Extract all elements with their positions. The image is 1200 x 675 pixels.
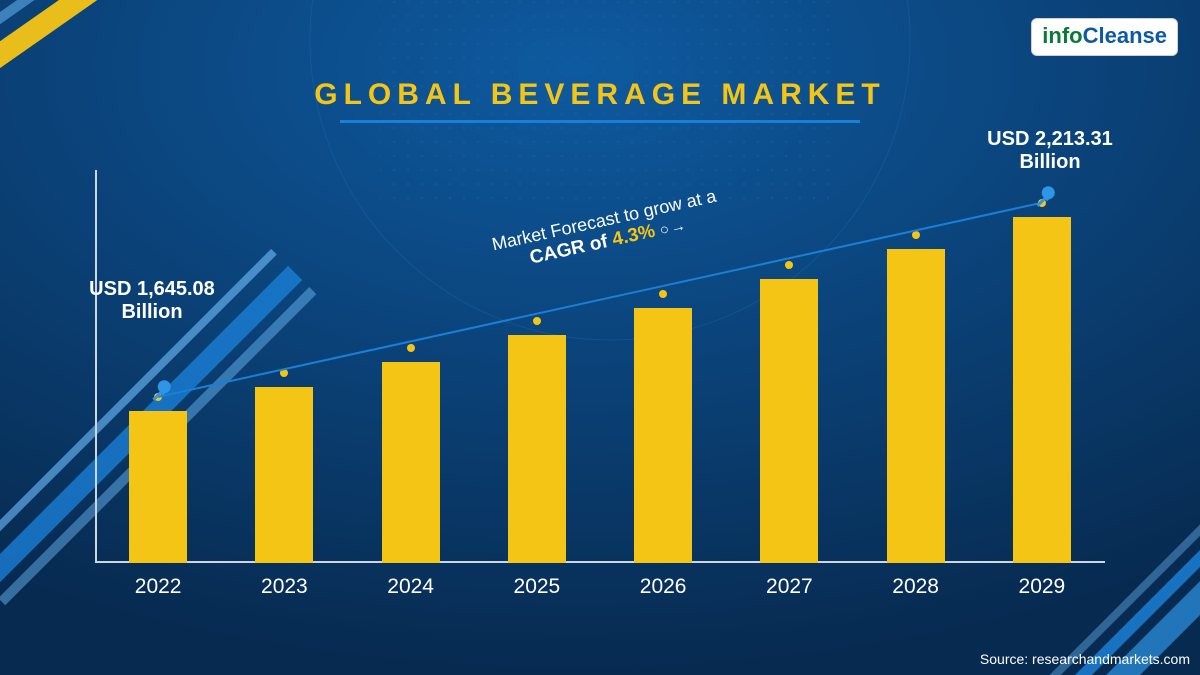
data-point-dot [407,344,415,352]
pushpin-end-icon [1032,183,1058,209]
bar-slot [979,170,1105,563]
logo-text-part2: Cleanse [1083,23,1167,48]
infographic-canvas: infoCleanse GLOBAL BEVERAGE MARKET USD 1… [0,0,1200,675]
x-axis-label: 2028 [853,563,979,605]
bar-slot [726,170,852,563]
x-axis-label: 2022 [95,563,221,605]
start-value-callout: USD 1,645.08 Billion [67,278,237,324]
source-attribution: Source: researchandmarkets.com [980,651,1190,667]
x-axis-label: 2023 [221,563,347,605]
bar [508,335,566,563]
bar [1013,217,1071,563]
bar [129,411,187,563]
cagr-arrow-icon: ○→ [658,216,689,239]
end-value-line1: USD 2,213.31 [965,128,1135,151]
plot-area: USD 1,645.08 Billion USD 2,213.31 Billio… [95,170,1105,563]
data-point-dot [659,290,667,298]
bar [634,308,692,563]
bar [760,279,818,563]
data-point-dot [912,231,920,239]
brand-logo: infoCleanse [1031,18,1178,56]
x-axis-label: 2025 [474,563,600,605]
bar [382,362,440,563]
data-point-dot [280,369,288,377]
bar-slot [853,170,979,563]
x-axis-label: 2026 [600,563,726,605]
x-axis-labels: 20222023202420252026202720282029 [95,563,1105,605]
bar [887,249,945,563]
bar-slot [348,170,474,563]
x-axis-label: 2024 [348,563,474,605]
end-value-callout: USD 2,213.31 Billion [965,128,1135,174]
bar-chart: USD 1,645.08 Billion USD 2,213.31 Billio… [95,170,1105,605]
bar-slot [95,170,221,563]
bar [255,387,313,563]
bar-slot [221,170,347,563]
logo-text-part1: info [1042,23,1082,48]
end-value-line2: Billion [965,151,1135,174]
chart-title: GLOBAL BEVERAGE MARKET [314,78,885,112]
pushpin-start-icon [148,377,174,403]
x-axis-label: 2029 [979,563,1105,605]
x-axis-label: 2027 [726,563,852,605]
start-value-line2: Billion [67,301,237,324]
data-point-dot [533,317,541,325]
title-underline [340,120,860,123]
start-value-line1: USD 1,645.08 [67,278,237,301]
data-point-dot [785,261,793,269]
